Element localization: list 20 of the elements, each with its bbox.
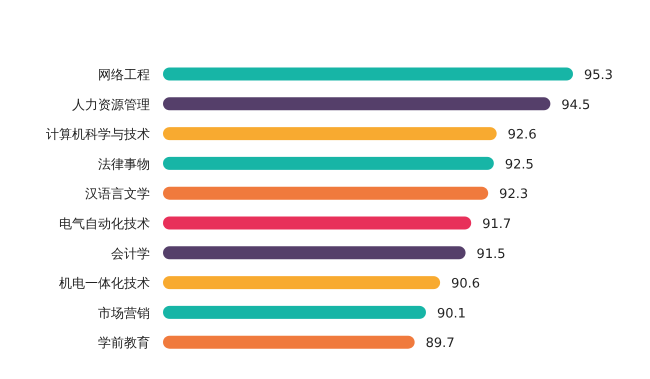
data-label: 92.6 [508,128,537,143]
y-tick-label: 计算机科学与技术 [46,128,150,143]
data-label: 94.5 [561,98,590,113]
data-label: 91.5 [476,246,506,262]
data-label: 92.5 [504,157,534,172]
y-tick-label: 学前教育 [98,335,150,352]
y-tick-label: 网络工程 [98,68,150,83]
y-tick-label: 汉语言文学 [85,186,150,202]
y-tick-label: 人力资源管理 [72,98,150,113]
data-label: 95.3 [584,68,613,83]
data-label: 89.7 [426,336,455,352]
y-tick-label: 法律事物 [98,157,150,172]
data-label: 90.6 [451,276,480,292]
y-tick-label: 会计学 [111,246,150,262]
y-tick-label: 市场营销 [98,306,150,322]
data-label: 90.1 [436,306,466,322]
y-tick-label: 机电一体化技术 [59,276,150,292]
data-label: 92.3 [499,187,528,202]
y-tick-label: 电气自动化技术 [59,217,150,232]
data-label: 91.7 [482,217,512,232]
